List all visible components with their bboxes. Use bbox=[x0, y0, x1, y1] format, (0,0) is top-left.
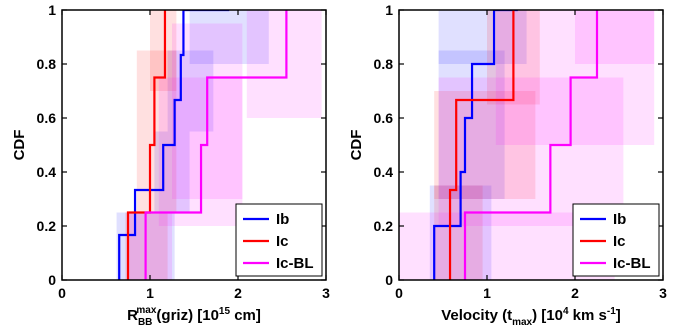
y-tick-label: 0 bbox=[385, 272, 393, 288]
xlabel-main: R bbox=[127, 307, 138, 324]
band-ic-bl-10 bbox=[575, 10, 655, 64]
x-axis-label: RBBmax(griz) [1015 cm] bbox=[127, 305, 261, 328]
xlabel-unit-rest: cm] bbox=[230, 307, 261, 324]
y-tick-label: 0.4 bbox=[374, 164, 394, 180]
xlabel-sub: max bbox=[512, 317, 532, 328]
xlabel-sup: max bbox=[136, 305, 156, 316]
legend: Ib Ic Ic-BL bbox=[572, 203, 660, 277]
x-tick-label: 0 bbox=[58, 285, 66, 301]
cdf-line-ic-bl bbox=[144, 10, 288, 280]
x-tick-label: 3 bbox=[659, 285, 667, 301]
cdf-line-ic bbox=[448, 10, 515, 280]
xlabel-unit-sup: 15 bbox=[219, 306, 231, 317]
axes-frame bbox=[61, 9, 327, 281]
y-tick-label: 0 bbox=[48, 272, 56, 288]
xlabel-unit-sup2: -1 bbox=[607, 306, 616, 317]
axes-frame bbox=[398, 9, 664, 281]
band-ic-4 bbox=[434, 185, 483, 280]
y-tick-label: 0.6 bbox=[37, 110, 57, 126]
y-axis-label: CDF bbox=[11, 130, 28, 161]
y-tick-label: 0.8 bbox=[374, 56, 394, 72]
band-ib-3 bbox=[438, 10, 527, 64]
y-tick-label: 0.4 bbox=[37, 164, 57, 180]
xlabel-unit-end: ] bbox=[616, 307, 621, 324]
cdf-lines bbox=[118, 10, 288, 280]
cdf-line-ic-bl bbox=[463, 10, 599, 280]
band-ib-4 bbox=[189, 10, 269, 64]
cdf-line-ic bbox=[126, 10, 167, 280]
y-tick-label: 1 bbox=[48, 2, 56, 18]
band-ic-bl-8 bbox=[438, 77, 624, 226]
band-ic-bl-11 bbox=[246, 10, 322, 118]
y-tick-label: 0.2 bbox=[374, 218, 394, 234]
band-ic-5 bbox=[434, 91, 536, 199]
cdf-line-ib bbox=[433, 10, 518, 280]
y-axis-label: CDF bbox=[348, 130, 365, 161]
xlabel-rest: ) [10 bbox=[532, 307, 563, 324]
y-tick-label: 1 bbox=[385, 2, 393, 18]
legend-label-ic-bl: Ic-BL bbox=[613, 255, 651, 272]
legend-label-ic: Ic bbox=[276, 233, 289, 250]
y-tick-label: 0.6 bbox=[374, 110, 394, 126]
cdf-lines bbox=[433, 10, 599, 280]
cdf-line-ib bbox=[118, 10, 230, 280]
legend: Ib Ic Ic-BL bbox=[235, 203, 323, 277]
x-tick-label: 1 bbox=[483, 285, 491, 301]
xlabel-rest: (griz) [10 bbox=[156, 307, 219, 324]
x-tick-label: 1 bbox=[146, 285, 154, 301]
legend-label-ic-bl: Ic-BL bbox=[276, 255, 314, 272]
xlabel-unit-sup: 4 bbox=[563, 306, 569, 317]
x-tick-label: 2 bbox=[234, 285, 242, 301]
x-axis-label: Velocity (tmax) [104 km s-1] bbox=[441, 306, 621, 328]
xlabel-unit-rest: km s bbox=[569, 307, 607, 324]
legend-label-ib: Ib bbox=[276, 211, 289, 228]
xlabel-sub: BB bbox=[138, 317, 152, 328]
y-tick-label: 0.8 bbox=[37, 56, 57, 72]
x-tick-label: 2 bbox=[571, 285, 579, 301]
legend-label-ic: Ic bbox=[613, 233, 626, 250]
x-tick-label: 0 bbox=[395, 285, 403, 301]
chart-panel-1: 0 1 2 3 0 0.2 0.4 0.6 0.8 1 CDF RBBmax(griz) [1015 … bbox=[11, 2, 330, 328]
legend-label-ib: Ib bbox=[613, 211, 626, 228]
y-tick-label: 0.2 bbox=[37, 218, 57, 234]
chart-panel-2: 0 1 2 3 0 0.2 0.4 0.6 0.8 1 CDF Velocity (tmax) [10… bbox=[348, 2, 667, 328]
x-tick-label: 3 bbox=[322, 285, 330, 301]
xlabel-main: Velocity (t bbox=[441, 307, 512, 324]
